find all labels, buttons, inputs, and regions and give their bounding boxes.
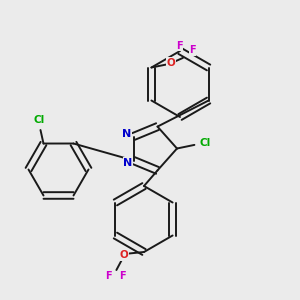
Text: Cl: Cl bbox=[33, 115, 45, 125]
Text: O: O bbox=[166, 58, 175, 68]
Text: N: N bbox=[122, 129, 131, 139]
Text: N: N bbox=[124, 158, 133, 168]
Text: F: F bbox=[119, 271, 126, 281]
Text: F: F bbox=[189, 45, 196, 56]
Text: O: O bbox=[119, 250, 128, 260]
Text: F: F bbox=[176, 41, 183, 51]
Text: Cl: Cl bbox=[199, 137, 211, 148]
Text: F: F bbox=[105, 271, 111, 281]
